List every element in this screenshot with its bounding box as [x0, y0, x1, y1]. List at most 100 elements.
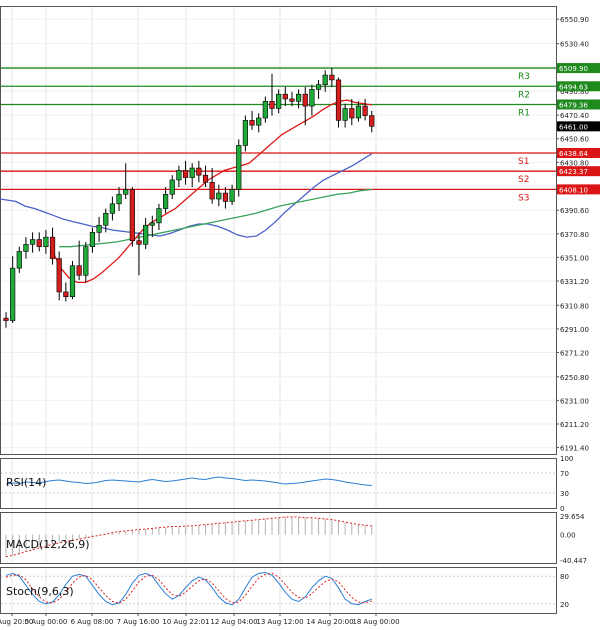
candle-up: [16, 251, 22, 269]
candle-up: [69, 265, 76, 298]
candle-down: [36, 239, 42, 247]
candle-down: [136, 240, 142, 245]
candle-down: [289, 98, 295, 102]
candle-up: [322, 74, 328, 85]
x-tick-label: 5 Aug 00:00: [25, 618, 68, 626]
y-tick-label: 6370.80: [560, 231, 589, 239]
stoch-k-line: [5, 571, 372, 606]
level-price-label: 6494.63: [559, 83, 588, 91]
candle-up: [96, 224, 102, 233]
level-price-label: 6509.90: [559, 65, 588, 73]
y-tick-label: 6390.60: [560, 207, 589, 215]
candle-up: [295, 93, 302, 102]
candle-up: [156, 208, 162, 224]
y-tick-label: 6331.20: [560, 278, 589, 286]
panel-frame: [0, 567, 557, 614]
stoch-label: Stoch(9,6,3): [6, 585, 74, 598]
y-tick-label: 6291.00: [560, 326, 589, 334]
candle-up: [83, 246, 89, 276]
candle-up: [189, 167, 195, 178]
candle-down: [63, 291, 69, 298]
candle-down: [196, 167, 202, 176]
level-price-label: 6438.64: [559, 150, 588, 158]
ma-green-line: [59, 188, 372, 248]
y-tick-label: 6310.80: [560, 302, 589, 310]
y-tick-label: 6250.80: [560, 374, 589, 382]
macd-tick-label: -40.447: [560, 557, 587, 565]
candle-up: [242, 120, 249, 146]
candle-up: [116, 193, 122, 205]
level-price-label: 6479.36: [559, 101, 588, 109]
candle-down: [129, 189, 135, 242]
macd-signal-line: [5, 516, 372, 558]
level-name: R3: [518, 72, 530, 82]
panel-frame: [0, 6, 557, 455]
rsi-tick-label: 30: [560, 490, 569, 498]
rsi-tick-label: 0: [560, 505, 564, 513]
level-price-label: 6423.37: [559, 168, 588, 176]
candle-up: [176, 170, 182, 181]
rsi-label: RSI(14): [6, 476, 46, 489]
level-name: S3: [518, 193, 529, 203]
macd-panel: 29.654 0.00 -40.447 MACD(12,26,9): [5, 513, 587, 565]
level-name: R2: [518, 90, 530, 100]
candle-up: [236, 145, 242, 190]
candle-up: [355, 105, 362, 119]
level-price-box: [557, 184, 600, 195]
candle-up: [143, 224, 149, 245]
candle-down: [249, 120, 255, 126]
rsi-line: [5, 476, 372, 486]
candle-up: [29, 239, 36, 245]
rsi-tick-label: 100: [560, 455, 573, 463]
candle-up: [309, 89, 315, 107]
level-price-box: [557, 147, 600, 158]
macd-tick-label: 29.654: [560, 513, 585, 521]
candle-up: [262, 101, 268, 119]
candles: [3, 67, 375, 328]
stoch-tick-label: 80: [560, 573, 569, 581]
y-tick-label: 6351.00: [560, 254, 589, 262]
candle-down: [76, 265, 82, 276]
x-tick-label: 4 Aug 20:00: [0, 618, 33, 626]
level-price-box: [557, 166, 600, 177]
candle-up: [163, 193, 169, 209]
candle-up: [315, 84, 322, 90]
y-tick-label: 6450.60: [560, 136, 589, 144]
x-tick-label: 13 Aug 12:00: [256, 618, 303, 626]
candle-down: [282, 93, 288, 100]
x-tick-label: 14 Aug 20:00: [306, 618, 353, 626]
candle-up: [89, 232, 96, 247]
level-name: S2: [518, 175, 529, 185]
candle-up: [276, 93, 282, 109]
candle-up: [342, 108, 348, 121]
rsi-panel: 100 70 30 0 RSI(14): [1, 455, 573, 513]
candle-down: [56, 258, 62, 293]
ma-blue-line: [0, 153, 373, 238]
y-tick-label: 6271.20: [560, 349, 589, 357]
stoch-panel: 80 20 Stoch(9,6,3): [1, 571, 569, 609]
candle-up: [109, 203, 115, 214]
stoch-tick-label: 20: [560, 601, 569, 609]
candle-up: [216, 192, 222, 200]
y-tick-label: 6490.80: [560, 88, 589, 96]
candle-down: [329, 74, 335, 81]
current-price-label: 6461.00: [559, 123, 588, 131]
candle-up: [123, 189, 129, 195]
x-tick-label: 12 Aug 04:00: [210, 618, 257, 626]
time-axis: 4 Aug 20:005 Aug 00:006 Aug 08:007 Aug 1…: [0, 613, 400, 626]
panel-frame: [0, 458, 557, 509]
candle-up: [43, 236, 49, 247]
level-price-box: [557, 63, 600, 74]
candle-up: [23, 243, 29, 252]
macd-label: MACD(12,26,9): [6, 538, 90, 551]
x-tick-label: 6 Aug 08:00: [71, 618, 114, 626]
x-tick-label: 7 Aug 16:00: [117, 618, 160, 626]
candle-down: [3, 317, 9, 321]
candle-down: [349, 108, 355, 119]
y-tick-label: 6550.90: [560, 16, 589, 24]
x-tick-label: 18 Aug 00:00: [352, 618, 399, 626]
candle-down: [209, 182, 215, 200]
candle-up: [256, 117, 262, 126]
y-tick-label: 6430.80: [560, 159, 589, 167]
